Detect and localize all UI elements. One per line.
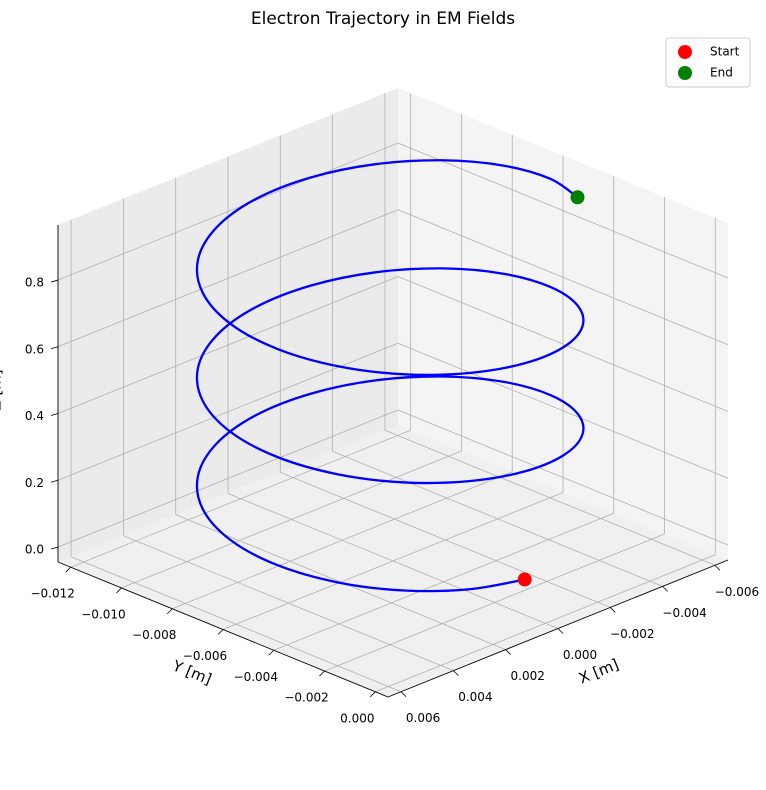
x-tick <box>505 649 511 655</box>
x-tick-label: 0.000 <box>563 648 597 662</box>
y-tick <box>319 670 325 677</box>
y-tick <box>217 629 224 635</box>
x-tick-label: −0.006 <box>715 585 759 599</box>
marker-point <box>570 190 585 205</box>
y-grid-line <box>375 554 716 693</box>
y-tick <box>65 566 71 573</box>
legend-label: Start <box>710 45 740 59</box>
y-grid-line <box>273 512 614 651</box>
y-grid-line <box>121 450 462 589</box>
y-grid-line <box>324 533 665 672</box>
x-tick-label: 0.006 <box>406 711 440 725</box>
z-tick <box>50 546 59 550</box>
z-axis-label: Z [m] <box>0 369 5 410</box>
x-tick <box>714 564 721 571</box>
z-tick-label: 0.4 <box>25 409 44 423</box>
z-tick-label: 0.6 <box>25 342 44 356</box>
z-tick-label: 0.8 <box>25 276 44 290</box>
z-tick <box>50 479 59 483</box>
y-tick-label: −0.008 <box>132 628 176 642</box>
z-grid-line <box>397 142 729 279</box>
y-tick-label: 0.000 <box>340 711 374 725</box>
z-grid-line <box>397 209 729 346</box>
y-tick-label: −0.010 <box>81 607 125 621</box>
legend-label: End <box>710 66 733 80</box>
z-tick <box>50 413 59 416</box>
y-tick <box>370 691 376 698</box>
z-grid-line <box>57 209 399 348</box>
x-tick <box>557 628 564 634</box>
axis-line <box>387 559 729 698</box>
z-tick-label: 0.2 <box>25 476 44 490</box>
y-grid-line <box>222 492 564 630</box>
y-grid-line <box>70 429 411 568</box>
y-grid-line <box>172 471 513 610</box>
z-grid-line <box>57 409 399 548</box>
z-grid-line <box>57 142 399 281</box>
x-tick <box>610 607 616 613</box>
y-tick-label: −0.006 <box>183 649 227 663</box>
trajectory-line <box>195 159 585 593</box>
x-tick <box>662 586 668 592</box>
y-tick-label: −0.002 <box>284 691 328 705</box>
z-grid-line <box>397 409 729 546</box>
z-tick <box>50 279 59 283</box>
y-tick-label: −0.004 <box>234 670 278 684</box>
x-tick-label: −0.002 <box>610 627 654 641</box>
y-tick <box>116 587 122 594</box>
marker-point <box>517 572 532 587</box>
z-tick <box>50 346 59 350</box>
x-tick-label: −0.004 <box>662 606 706 620</box>
z-grid-line <box>57 276 399 414</box>
y-tick <box>268 649 275 656</box>
chart-title: Electron Trajectory in EM Fields <box>251 9 515 29</box>
z-tick-label: 0.0 <box>25 542 44 556</box>
x-tick-label: 0.002 <box>511 669 545 683</box>
x-tick <box>453 670 459 676</box>
y-tick <box>166 608 173 615</box>
y-tick-label: −0.012 <box>30 587 74 601</box>
z-grid-line <box>397 276 729 412</box>
legend-marker <box>678 45 692 59</box>
x-tick <box>400 691 407 698</box>
axis-line <box>57 561 389 698</box>
legend: Start End <box>665 37 751 88</box>
x-tick-label: 0.004 <box>458 690 492 704</box>
legend-marker <box>678 66 692 80</box>
z-grid-line <box>397 342 729 479</box>
